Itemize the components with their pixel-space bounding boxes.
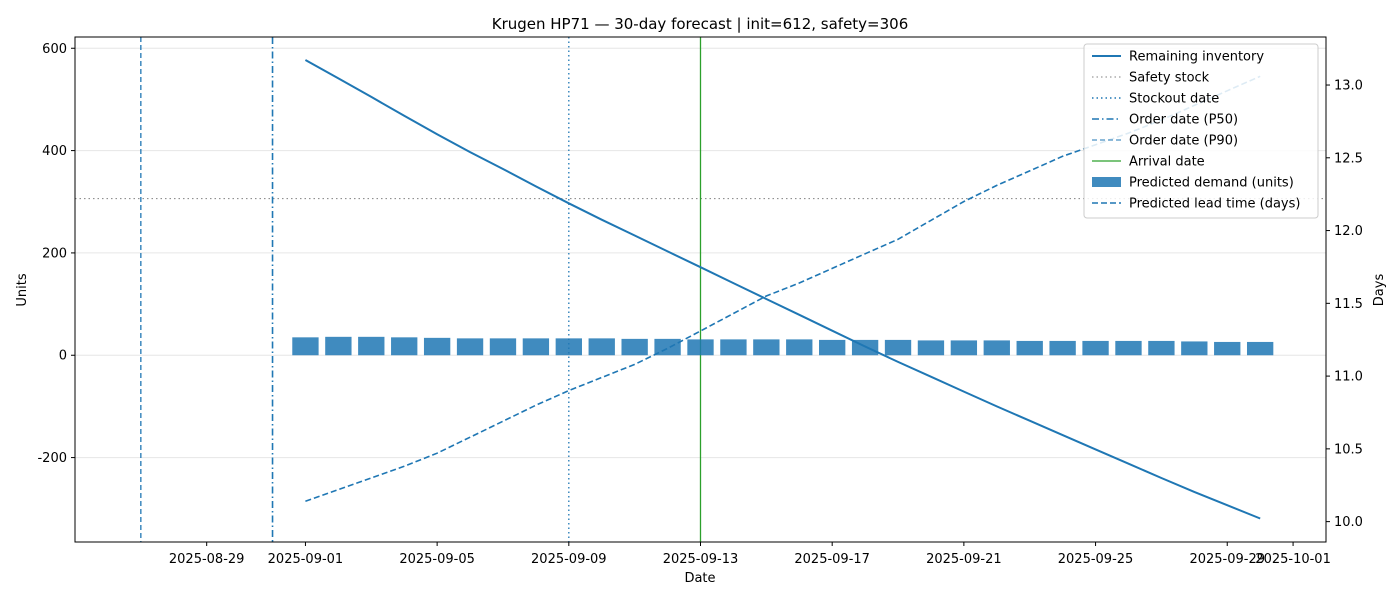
- y-right-tick-label: 12.0: [1334, 224, 1363, 239]
- demand-bar: [950, 340, 978, 356]
- x-tick-label: 2025-09-21: [926, 552, 1002, 567]
- legend-label: Remaining inventory: [1129, 50, 1264, 65]
- demand-bar: [489, 338, 517, 356]
- demand-bar: [621, 338, 648, 356]
- legend-label: Order date (P90): [1129, 134, 1238, 149]
- demand-bar: [1214, 341, 1241, 356]
- x-tick-label: 2025-08-29: [169, 552, 245, 567]
- demand-bar: [423, 337, 451, 356]
- x-tick-label: 2025-09-25: [1058, 552, 1134, 567]
- demand-bar: [917, 340, 945, 356]
- legend-box: [1083, 43, 1319, 219]
- y-right-tick-label: 11.0: [1334, 370, 1363, 385]
- legend-label: Order date (P50): [1129, 113, 1238, 128]
- demand-bar: [884, 339, 912, 356]
- x-tick-label: 2025-10-01: [1255, 552, 1331, 567]
- demand-bar: [555, 338, 582, 356]
- y-left-tick-label: 600: [42, 42, 67, 57]
- y-right-tick-label: 10.0: [1334, 515, 1363, 530]
- y-axis-left-label: Units: [15, 273, 30, 306]
- y-left-tick-label: 0: [59, 349, 67, 364]
- y-right-tick-label: 10.5: [1334, 442, 1363, 457]
- legend-swatch: [1092, 177, 1121, 187]
- inventory-line: [304, 59, 1261, 520]
- x-tick-label: 2025-09-05: [399, 552, 475, 567]
- demand-bar: [720, 339, 747, 356]
- demand-bar: [325, 336, 352, 356]
- axes-layer: 2025-08-29 2025-09-01 2025-09-05 2025-09-09…: [37, 42, 1362, 567]
- demand-bars-layer: [292, 336, 1274, 356]
- demand-bar: [687, 339, 714, 356]
- demand-bar: [292, 337, 319, 356]
- demand-bar: [456, 338, 484, 356]
- demand-bar: [1082, 340, 1109, 356]
- demand-bar: [819, 339, 846, 356]
- legend-label: Safety stock: [1129, 71, 1210, 86]
- y-axis-right-label: Days: [1372, 274, 1387, 307]
- x-tick-label: 2025-09-01: [268, 552, 344, 567]
- demand-bar: [1246, 341, 1274, 356]
- demand-bar: [1115, 340, 1142, 356]
- legend-label: Stockout date: [1129, 92, 1219, 107]
- demand-bar: [391, 337, 418, 356]
- legend-label: Predicted demand (units): [1129, 176, 1294, 191]
- demand-bar: [1148, 340, 1175, 356]
- y-right-tick-label: 13.0: [1334, 79, 1363, 94]
- y-left-tick-label: 200: [42, 246, 67, 261]
- demand-bar: [1181, 341, 1208, 356]
- demand-bar: [753, 339, 780, 356]
- x-tick-label: 2025-09-29: [1189, 552, 1265, 567]
- demand-bar: [654, 338, 681, 356]
- demand-bar: [786, 339, 813, 356]
- demand-bar: [522, 338, 550, 356]
- legend-label: Arrival date: [1129, 155, 1205, 170]
- legend: Remaining inventory Safety stock Stockout …: [1083, 43, 1319, 219]
- demand-bar: [1016, 340, 1043, 356]
- x-tick-label: 2025-09-17: [794, 552, 870, 567]
- x-tick-label: 2025-09-09: [531, 552, 607, 567]
- y-right-tick-label: 11.5: [1334, 297, 1363, 312]
- demand-bar: [983, 340, 1010, 356]
- y-left-tick-label: -200: [37, 451, 67, 466]
- chart-title: Krugen HP71 — 30-day forecast | init=612…: [492, 15, 909, 33]
- y-right-tick-label: 12.5: [1334, 151, 1363, 166]
- legend-label: Predicted lead time (days): [1129, 197, 1300, 212]
- x-tick-label: 2025-09-13: [663, 552, 739, 567]
- demand-bar: [1049, 340, 1076, 356]
- reference-lines-layer: [75, 37, 1326, 542]
- x-axis-label: Date: [684, 571, 715, 586]
- demand-bar: [588, 338, 615, 356]
- demand-bar: [358, 336, 385, 356]
- y-left-tick-label: 400: [42, 144, 67, 159]
